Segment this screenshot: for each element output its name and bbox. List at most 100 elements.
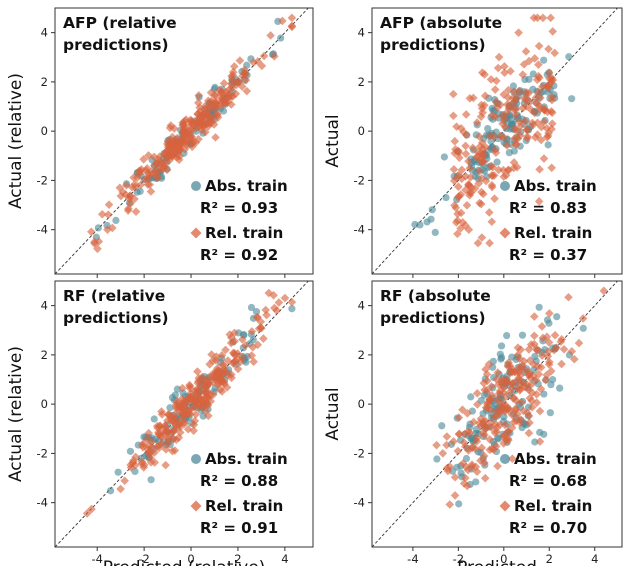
rel-point <box>195 393 205 403</box>
legend-rel-r2: R² = 0.91 <box>200 519 278 537</box>
rel-point <box>480 91 490 101</box>
rel-point <box>482 423 491 432</box>
abs-point <box>568 95 576 103</box>
rel-point <box>458 218 468 227</box>
rel-point <box>217 350 227 360</box>
rel-point <box>512 416 521 426</box>
y-axis-label: Actual (relative) <box>6 73 26 209</box>
rel-point <box>543 352 553 361</box>
rel-point <box>556 337 566 347</box>
rel-point <box>530 108 539 118</box>
legend-rel-label: Rel. train <box>205 497 283 515</box>
rel-point <box>215 85 224 95</box>
y-tick-label: 2 <box>358 348 365 362</box>
rel-point <box>547 163 556 173</box>
rel-point <box>518 103 528 113</box>
rel-point <box>150 458 160 467</box>
rel-point <box>175 140 185 149</box>
abs-point <box>540 430 548 438</box>
rel-point <box>546 366 556 376</box>
rel-point <box>535 406 545 416</box>
rel-point <box>520 95 530 104</box>
rel-point <box>499 165 508 175</box>
rel-point <box>217 94 227 104</box>
rel-point <box>500 420 510 430</box>
rel-point <box>176 417 186 427</box>
rel-point <box>208 356 218 366</box>
rel-point <box>537 351 547 360</box>
abs-point <box>457 469 465 477</box>
rel-point <box>477 174 486 183</box>
rel-point <box>179 128 188 137</box>
rel-point <box>452 122 461 131</box>
rel-point <box>458 405 467 415</box>
identity-line <box>372 281 619 547</box>
abs-point <box>455 500 463 508</box>
plot-frame <box>54 280 314 548</box>
rel-point <box>461 141 470 151</box>
rel-point <box>547 124 556 134</box>
y-tick-label: 0 <box>358 397 365 411</box>
rel-point <box>211 97 221 107</box>
abs-point <box>546 409 554 417</box>
rel-point <box>461 149 471 159</box>
rel-point <box>256 317 266 327</box>
abs-point <box>510 147 518 155</box>
panel-rf-relative: -4 -2 0 2 4 -4 -2 0 2 4 Actual (relative) Predicted… <box>6 280 314 566</box>
x-tick-label: -4 <box>91 552 102 566</box>
legend-abs-r2: R² = 0.68 <box>509 472 587 490</box>
rel-point <box>486 161 496 171</box>
rel-point <box>130 194 139 204</box>
rel-point <box>513 409 522 419</box>
rel-point <box>257 61 267 71</box>
rel-point <box>464 225 474 235</box>
abs-point <box>440 153 448 161</box>
legend-rel-label: Rel. train <box>514 497 592 515</box>
abs-point <box>503 331 511 340</box>
rel-point <box>481 403 491 412</box>
panel-title-line: predictions) <box>380 36 486 54</box>
legend-rel-r2: R² = 0.37 <box>509 246 587 264</box>
rel-point <box>532 344 541 354</box>
rel-point <box>231 89 241 99</box>
rel-point <box>270 52 279 61</box>
rel-point <box>457 165 467 175</box>
rel-point <box>174 433 184 442</box>
rel-point <box>453 446 463 456</box>
x-tick-label: 0 <box>500 552 507 566</box>
rel-point <box>259 51 269 61</box>
rel-point <box>539 117 549 127</box>
rel-point <box>203 96 213 106</box>
legend-abs-marker <box>191 181 201 191</box>
rel-point <box>146 187 156 196</box>
rel-point <box>228 67 238 77</box>
rel-point <box>493 63 503 73</box>
panel-title-line: predictions) <box>63 309 169 327</box>
rel-point <box>456 190 466 199</box>
x-tick-label: -2 <box>138 552 149 566</box>
rel-point <box>175 428 185 437</box>
rel-point <box>150 167 160 176</box>
rel-point <box>535 165 544 174</box>
rel-point <box>134 166 144 176</box>
rel-point <box>198 397 208 407</box>
rel-point <box>524 369 534 379</box>
rel-point <box>502 141 512 150</box>
rel-point <box>547 119 557 128</box>
rel-point <box>458 459 468 468</box>
rel-point <box>491 442 501 451</box>
rel-point <box>557 359 566 369</box>
y-tick-label: 2 <box>41 75 48 89</box>
rel-point <box>547 95 557 105</box>
rel-point <box>462 200 472 210</box>
rel-point <box>464 179 473 189</box>
rel-point <box>442 432 452 441</box>
rel-point <box>139 154 148 164</box>
rel-point <box>473 238 483 248</box>
abs-point <box>467 393 475 401</box>
rel-point <box>550 330 560 340</box>
rel-point <box>519 60 529 69</box>
rel-point <box>472 118 482 127</box>
rel-point <box>535 101 544 111</box>
rel-point <box>87 504 96 514</box>
